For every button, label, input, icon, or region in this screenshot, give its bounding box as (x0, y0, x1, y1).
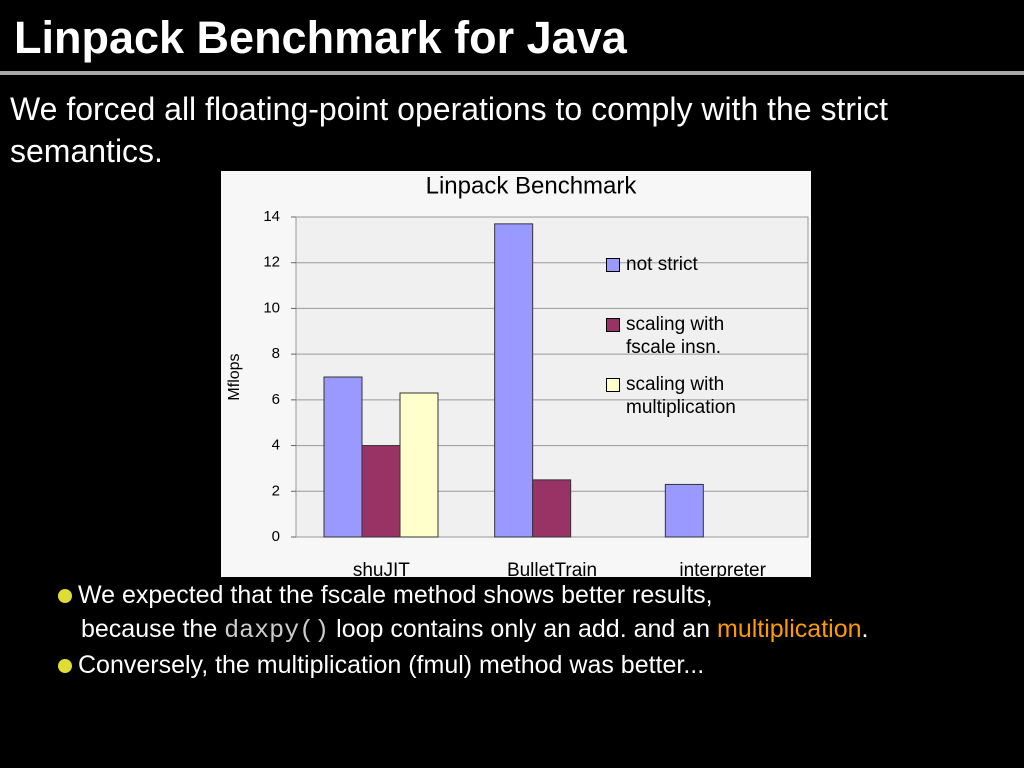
y-tick-label: 2 (272, 482, 280, 499)
x-tick-label: interpreter (679, 560, 766, 577)
x-tick-label: shuJIT (353, 560, 410, 577)
bullet-text: Conversely, the multiplication (fmul) me… (78, 651, 705, 679)
chart-title: Linpack Benchmark (426, 172, 638, 199)
y-tick-label: 8 (272, 345, 280, 362)
bullet-dot (58, 659, 72, 673)
bar (361, 445, 401, 538)
x-tick-label: BulletTrain (507, 560, 597, 577)
y-tick-label: 0 (272, 528, 280, 545)
intro-text: We forced all floating-point operations … (10, 91, 889, 169)
legend-swatch (606, 258, 620, 272)
bar (323, 376, 363, 538)
bullet-line: Conversely, the multiplication (fmul) me… (78, 648, 868, 682)
y-tick-label: 6 (272, 391, 280, 408)
legend-swatch (606, 378, 620, 392)
legend-entry: not strict (606, 253, 776, 299)
bar (399, 392, 439, 538)
bullet-item: Conversely, the multiplication (fmul) me… (56, 648, 868, 682)
legend-entry: scaling with fscale insn. (606, 313, 776, 359)
legend: not strict scaling with fscale insn. scali… (606, 253, 776, 433)
bullet-list: We expected that the fscale method shows… (56, 578, 868, 682)
legend-label: not strict (626, 254, 698, 275)
slide-title: Linpack Benchmark for Java (14, 12, 627, 63)
bullet-line: because the daxpy() loop contains only a… (78, 612, 868, 648)
bullet-text: We expected that the fscale method shows… (78, 581, 713, 609)
y-tick-label: 10 (263, 299, 280, 316)
bullet-dot (58, 589, 72, 603)
bullet-line: We expected that the fscale method shows… (78, 578, 868, 612)
bullet-item: We expected that the fscale method shows… (56, 578, 868, 648)
y-tick-label: 12 (263, 254, 280, 271)
legend-swatch (606, 318, 620, 332)
title-rule (0, 71, 1024, 75)
legend-label: scaling with multiplication (626, 374, 736, 418)
y-tick-label: 14 (263, 208, 280, 225)
bullet-text: . (861, 615, 869, 643)
bar (494, 223, 534, 538)
bullet-text: loop contains only an add. and an (329, 615, 717, 643)
legend-entry: scaling with multiplication (606, 373, 776, 419)
bullet-text: multiplication (717, 615, 862, 643)
bullet-text: because the (81, 615, 225, 643)
y-axis-label: Mflops (226, 353, 243, 400)
legend-label: scaling with fscale insn. (626, 314, 725, 358)
chart: Linpack Benchmark Mflops 0 2 4 6 8 10 12 14 shuJ… (221, 171, 811, 577)
bar (664, 483, 704, 538)
y-tick-label: 4 (272, 437, 280, 454)
bullet-text: daxpy() (224, 616, 330, 645)
bar (532, 479, 572, 538)
